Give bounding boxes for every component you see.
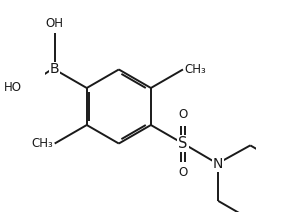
Text: CH₃: CH₃	[32, 137, 54, 150]
Text: O: O	[178, 166, 187, 179]
Text: B: B	[50, 62, 60, 76]
Text: S: S	[178, 136, 188, 151]
Text: O: O	[178, 108, 187, 121]
Text: N: N	[213, 157, 223, 171]
Text: CH₃: CH₃	[184, 63, 206, 76]
Text: HO: HO	[4, 82, 22, 95]
Text: OH: OH	[46, 17, 64, 30]
